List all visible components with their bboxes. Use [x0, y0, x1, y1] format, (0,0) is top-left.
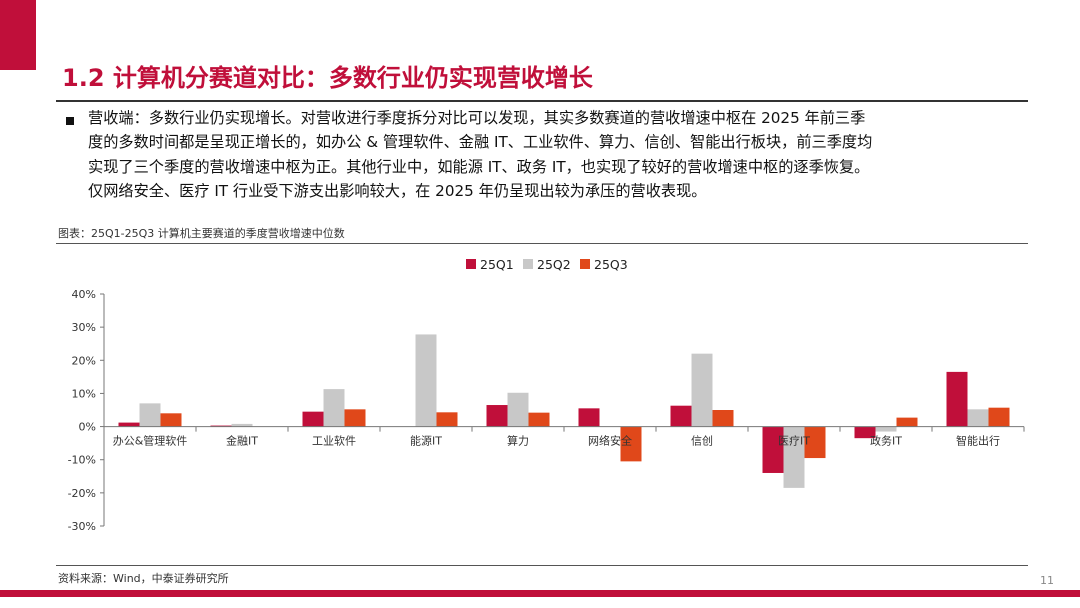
- category-label: 信创: [691, 435, 713, 448]
- y-tick-label: 0%: [79, 421, 96, 434]
- bar: [946, 371, 968, 427]
- summary-paragraph: 营收端：多数行业仍实现增长。对营收进行季度拆分对比可以发现，其实多数赛道的营收增…: [88, 106, 1028, 204]
- y-tick-label: 30%: [72, 321, 96, 334]
- bar: [344, 409, 366, 427]
- summary-line: 度的多数时间都是呈现正增长的，如办公 & 管理软件、金融 IT、工业软件、算力、…: [88, 133, 873, 152]
- bar: [323, 389, 345, 427]
- category-label: 工业软件: [312, 434, 356, 448]
- bar: [967, 409, 989, 427]
- bar: [507, 392, 529, 427]
- bar: [670, 405, 692, 427]
- header-accent-bar: [0, 0, 36, 70]
- category-label: 金融IT: [226, 434, 258, 448]
- bar: [691, 353, 713, 427]
- summary-line: 实现了三个季度的营收增速中枢为正。其他行业中，如能源 IT、政务 IT，也实现了…: [88, 157, 870, 176]
- y-tick-label: -10%: [68, 454, 96, 467]
- legend-swatch: [466, 259, 476, 269]
- category-label: 能源IT: [410, 434, 442, 448]
- title-divider: [56, 100, 1028, 102]
- bar: [486, 405, 508, 427]
- bar: [854, 426, 876, 439]
- caption-divider: [56, 243, 1028, 244]
- category-label: 智能出行: [956, 434, 1000, 448]
- legend-label: 25Q2: [537, 257, 571, 272]
- bullet-square-icon: [66, 117, 74, 125]
- bar: [875, 426, 897, 432]
- y-tick-label: -30%: [68, 520, 96, 533]
- bar: [160, 413, 182, 427]
- bar: [231, 423, 253, 427]
- bar: [528, 412, 550, 427]
- bar: [436, 412, 458, 427]
- y-tick-label: -20%: [68, 487, 96, 500]
- legend-swatch: [580, 259, 590, 269]
- bar: [118, 422, 140, 427]
- bar: [712, 410, 734, 427]
- legend-label: 25Q1: [480, 257, 514, 272]
- bar: [896, 417, 918, 427]
- bar: [302, 411, 324, 427]
- category-label: 办公&管理软件: [113, 434, 188, 448]
- bar: [139, 403, 161, 427]
- category-label: 算力: [507, 434, 529, 448]
- legend-label: 25Q3: [594, 257, 628, 272]
- bar: [578, 408, 600, 427]
- y-tick-label: 40%: [72, 288, 96, 301]
- summary-line: 仅网络安全、医疗 IT 行业受下游支出影响较大，在 2025 年仍呈现出较为承压…: [88, 182, 707, 201]
- source-note: 资料来源：Wind，中泰证券研究所: [58, 572, 229, 585]
- bar: [620, 426, 642, 462]
- source-divider: [56, 565, 1028, 566]
- category-label: 医疗IT: [778, 434, 810, 448]
- bar: [783, 426, 805, 488]
- bar: [762, 426, 784, 473]
- legend-swatch: [523, 259, 533, 269]
- y-tick-label: 20%: [72, 354, 96, 367]
- bar: [804, 426, 826, 459]
- bar: [415, 334, 437, 427]
- page-title: 1.2 计算机分赛道对比：多数行业仍实现营收增长: [62, 64, 593, 92]
- summary-line: 营收端：多数行业仍实现增长。对营收进行季度拆分对比可以发现，其实多数赛道的营收增…: [88, 109, 866, 127]
- category-label: 网络安全: [588, 434, 632, 448]
- footer-accent-bar: [0, 590, 1080, 597]
- figure-caption: 图表：25Q1-25Q3 计算机主要赛道的季度营收增速中位数: [58, 227, 345, 240]
- page-number: 11: [1040, 574, 1054, 587]
- y-tick-label: 10%: [72, 387, 96, 400]
- bar: [988, 407, 1010, 427]
- category-label: 政务IT: [870, 434, 902, 448]
